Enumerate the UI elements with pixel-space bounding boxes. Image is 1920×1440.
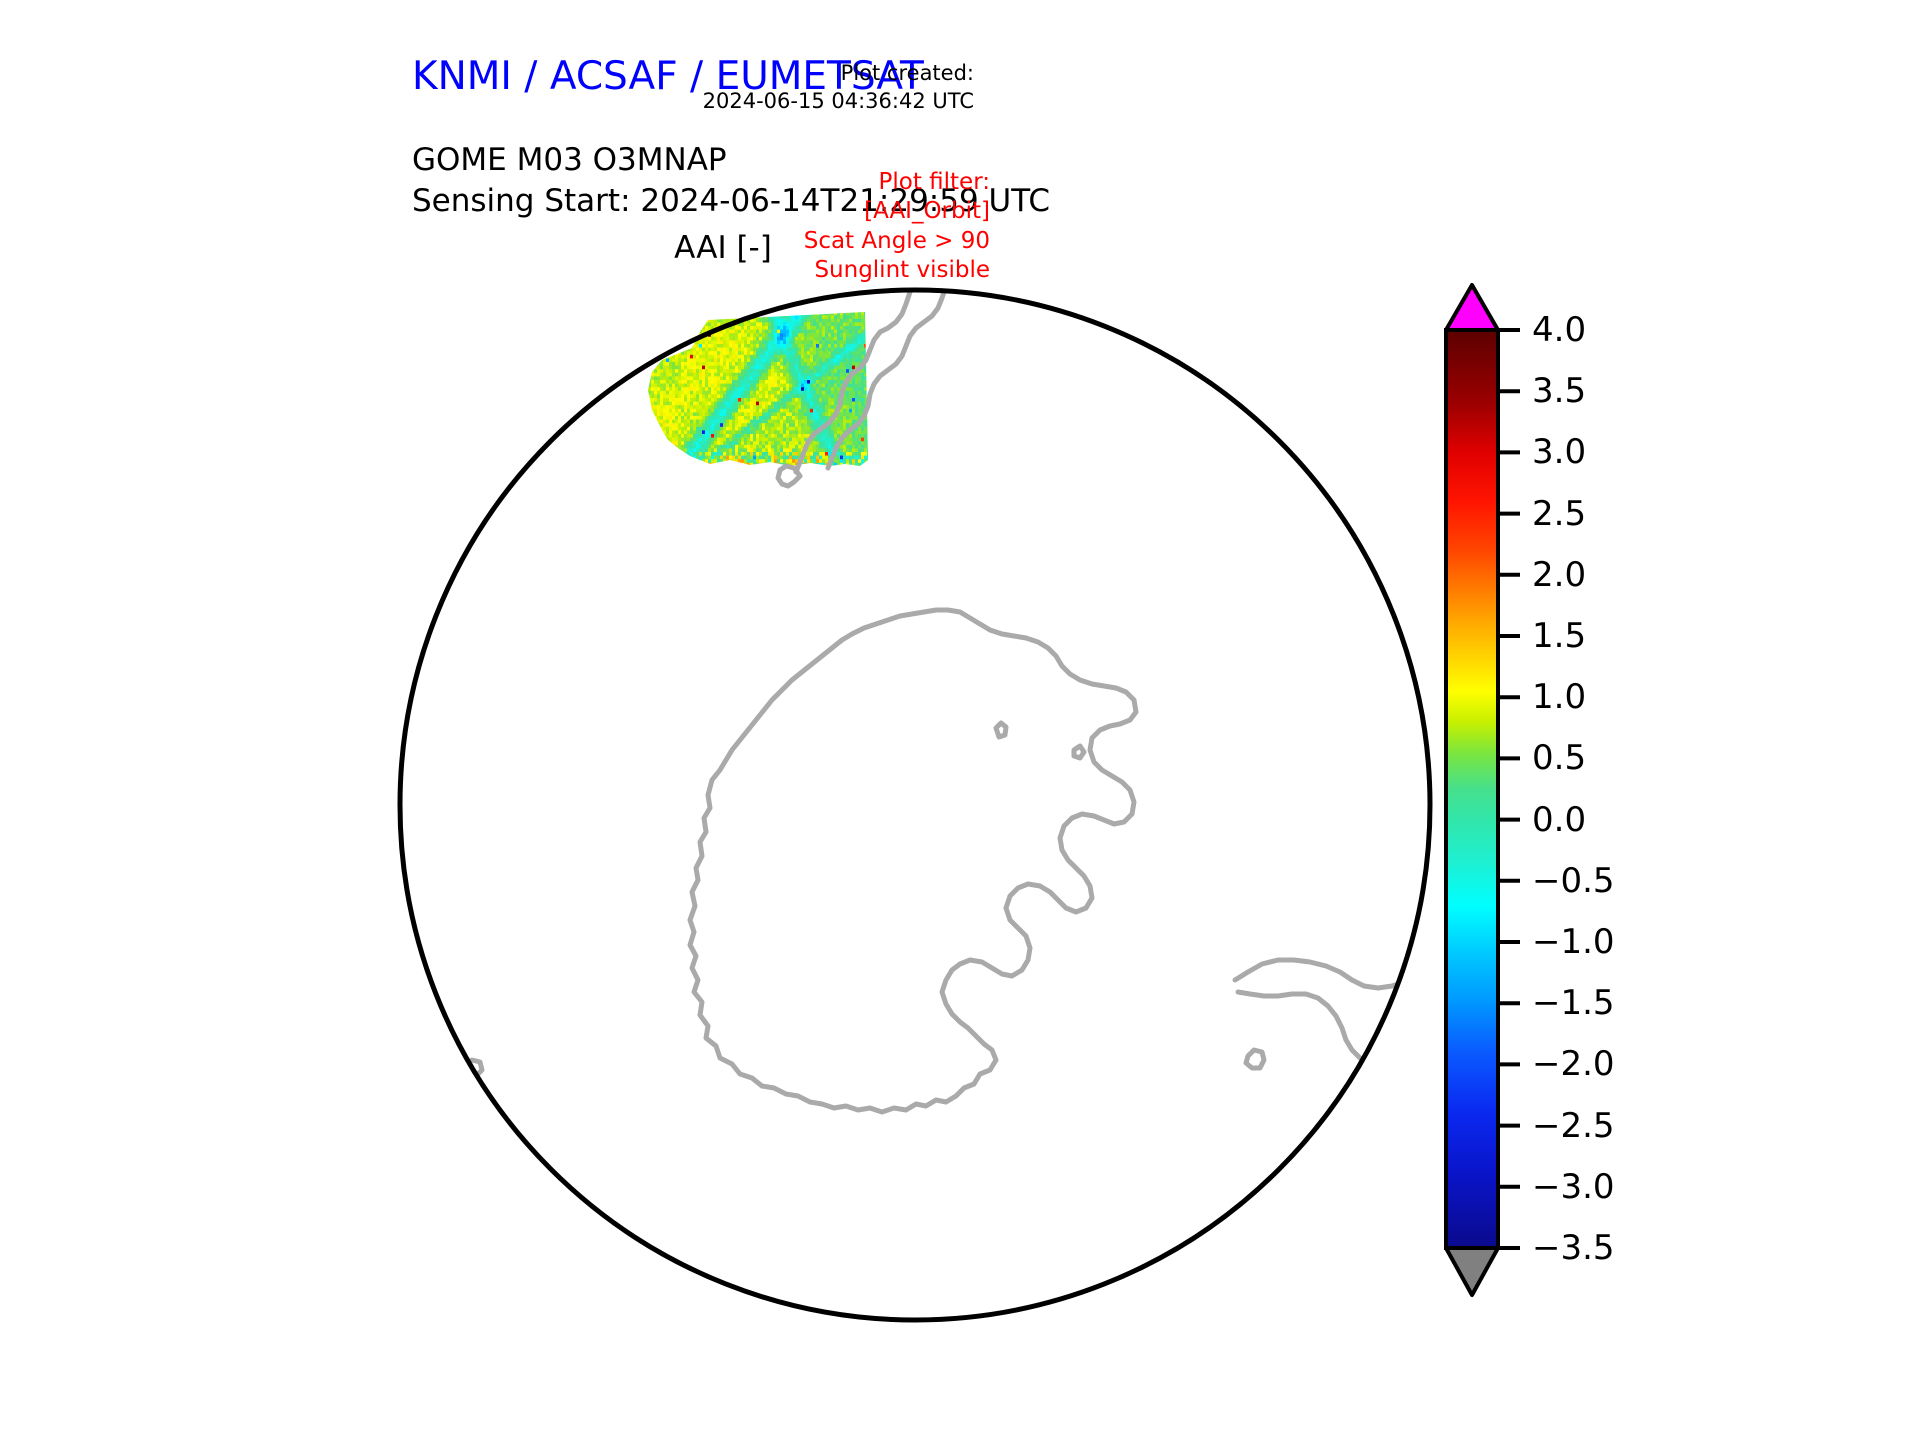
colorbar-tick-label: 2.0 (1532, 554, 1587, 595)
colorbar-tick-label: 1.5 (1532, 616, 1587, 656)
colorbar-tick-label: −3.5 (1532, 1228, 1615, 1268)
colorbar-tick-label: 2.5 (1532, 493, 1587, 534)
map-title: AAI [-] (674, 230, 772, 266)
coastline-island-patagonia (1243, 1047, 1267, 1071)
colorbar-svg (1444, 283, 1520, 1297)
plot-created-label: Plot created: (840, 61, 974, 85)
globe-boundary-circle (397, 287, 1433, 1323)
coastline-antarctica (687, 607, 1139, 1115)
colorbar-tick-label: 3.5 (1532, 371, 1587, 412)
sensing-start-line: Sensing Start: 2024-06-14T21:29:59 UTC (412, 182, 1050, 219)
coastline-tierra-del-fuego (775, 463, 803, 489)
organization-title: KNMI / ACSAF / EUMETSAT (412, 54, 924, 99)
plot-filter-line-2: Scat Angle > 90 (803, 227, 990, 254)
colorbar-under-arrow (1444, 1246, 1500, 1297)
colorbar-tick-label: 4.0 (1532, 310, 1587, 350)
colorbar-over-arrow (1444, 283, 1500, 332)
colorbar-ticks (1498, 328, 1520, 1250)
plot-filter-title: Plot filter: (878, 169, 990, 195)
globe-background (400, 290, 1430, 1320)
colorbar-tick-label: −1.0 (1532, 922, 1615, 962)
coastline-island-peninsula-b (1071, 743, 1087, 761)
plot-filter-line-3: Sunglint visible (814, 257, 990, 284)
colorbar-tick-label: −3.0 (1532, 1166, 1615, 1207)
coastline-south-america-tip (793, 290, 913, 475)
plot-filter-line-1: [AAI_Orbit] (864, 198, 990, 225)
colorbar-tick-label: −2.0 (1532, 1044, 1615, 1085)
coastline-island-peninsula-a (993, 720, 1009, 740)
map-svg (397, 287, 1433, 1323)
polar-map (390, 280, 1460, 1350)
plot-created-timestamp: 2024-06-15 04:36:42 UTC (702, 88, 974, 113)
colorbar-tick-label: 1.0 (1532, 677, 1587, 718)
colorbar-tick-label: 3.0 (1532, 432, 1587, 473)
plot-created-block: Plot created: 2024-06-15 04:36:42 UTC (554, 60, 974, 116)
instrument-product-line: GOME M03 O3MNAP (412, 142, 727, 178)
coastline-south-america-east (825, 290, 949, 471)
colorbar-tick-label: −1.5 (1532, 983, 1615, 1024)
colorbar: 4.0 3.5 3.0 2.5 2.0 1.5 1.0 0.5 0.0 −0.5 −1.0 −1.5 −… (1440, 275, 1870, 1315)
product-metadata: GOME M03 O3MNAP Sensing Start: 2024-06-1… (412, 140, 1050, 222)
colorbar-gradient-bar (1444, 328, 1500, 1250)
colorbar-tick-label: 0.0 (1532, 799, 1587, 840)
colorbar-tick-label: 0.5 (1532, 738, 1587, 779)
plot-filter-block: Plot filter: [AAI_Orbit] Scat Angle > 90… (560, 168, 990, 286)
colorbar-tick-label: −0.5 (1532, 860, 1615, 901)
colorbar-tick-label: −2.5 (1532, 1105, 1615, 1146)
